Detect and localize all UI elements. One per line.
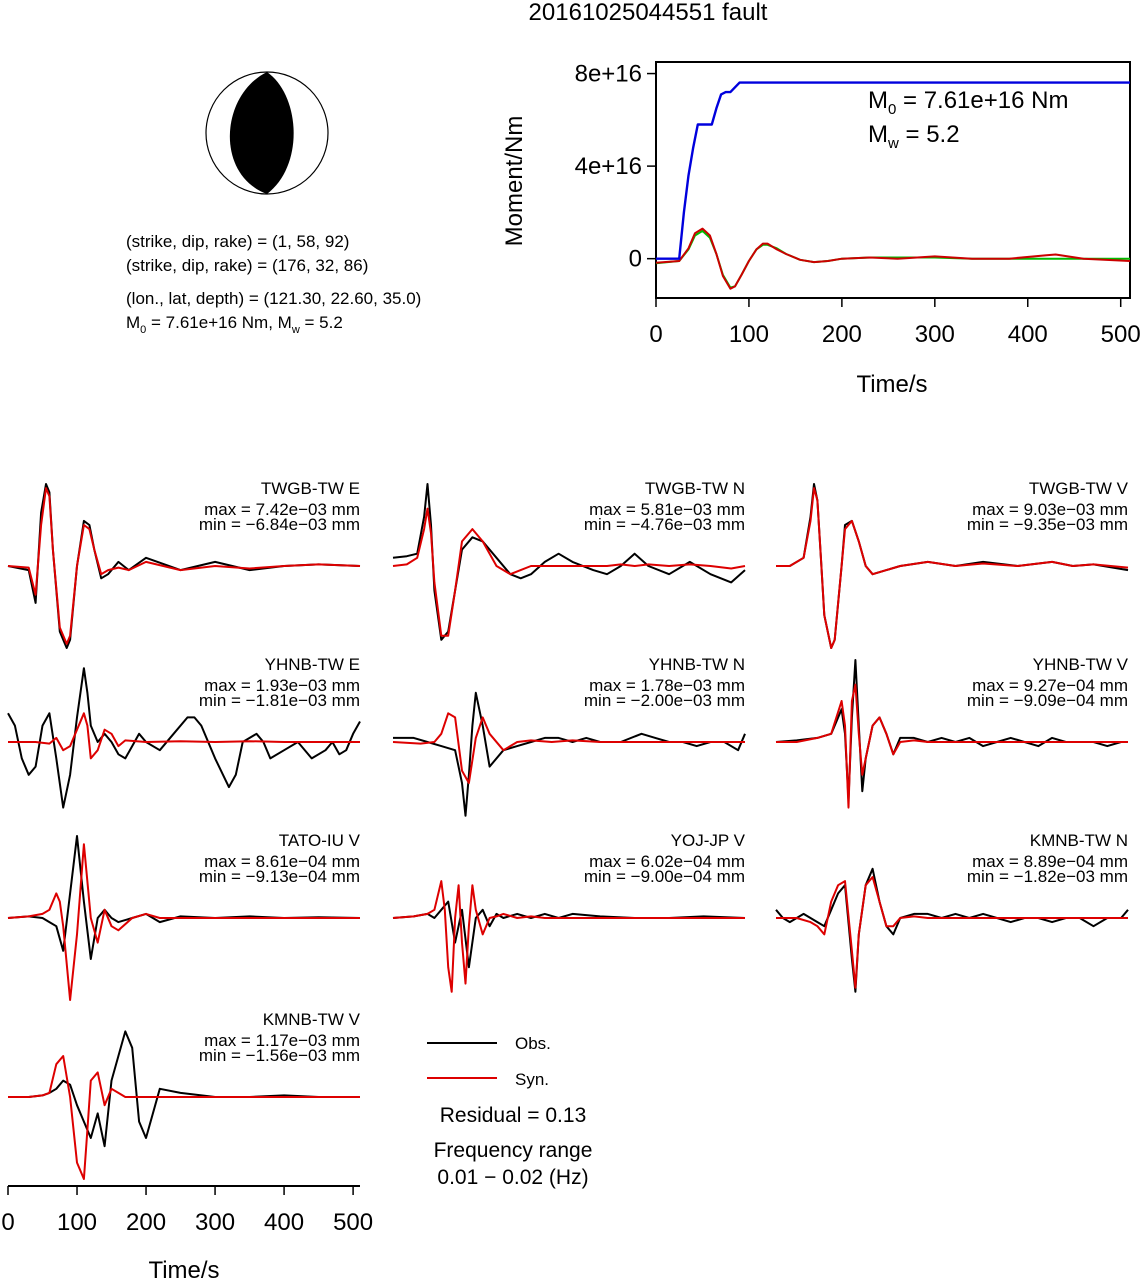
observed-trace (392, 900, 746, 969)
cumulative-moment-line (656, 81, 1130, 260)
moment-xtick-label: 100 (729, 321, 769, 348)
frequency-value: 0.01 − 0.02 (Hz) (437, 1166, 588, 1189)
synthetic-trace (7, 487, 361, 645)
station-min: min = −4.76e−03 mm (584, 515, 745, 534)
station-name: TWGB-TW E (261, 479, 360, 498)
station-max: max = 5.81e−03 mm (589, 500, 745, 519)
moment-annotation: M0 = 7.61e+16 Nm Mw = 5.2 (868, 87, 1068, 152)
synthetic-trace (776, 876, 1128, 989)
moment-ytick-label: 4e+16 (575, 153, 642, 180)
observed-trace (392, 483, 746, 641)
waveform-xlabel: Time/s (148, 1257, 219, 1281)
station-max: max = 1.17e−03 mm (204, 1031, 360, 1050)
moment-xtick-label: 0 (649, 321, 662, 348)
station-min: min = −6.84e−03 mm (199, 515, 360, 534)
observed-trace (775, 867, 1129, 993)
synthetic-trace (392, 507, 746, 637)
moment-xtick-label: 400 (1008, 321, 1048, 348)
station-name: YHNB-TW E (265, 655, 360, 674)
station-min: min = −9.35e−03 mm (967, 515, 1128, 534)
figure-title: 20161025044551 fault (529, 0, 768, 26)
synthetic-trace (392, 880, 745, 993)
m0-label: M0 = 7.61e+16 Nm (868, 87, 1068, 118)
station-min: min = −9.09e−04 mm (967, 691, 1128, 710)
waveform-xtick-label: 0 (1, 1209, 14, 1236)
station-name: YHNB-TW V (1033, 655, 1129, 674)
station-min: min = −2.00e−03 mm (584, 691, 745, 710)
moment-plot-area: 0 100 200 300 400 500 0 4e+16 8e+16 (575, 61, 1141, 348)
moment-xtick-label: 500 (1101, 321, 1141, 348)
legend: Obs. Syn. (427, 1034, 551, 1089)
observed-trace (7, 483, 361, 649)
beachball (205, 71, 329, 195)
synthetic-trace (8, 712, 360, 760)
waveform-time-axis: Time/s 0 100 200 300 400 500 (1, 1185, 373, 1281)
synthetic-trace (776, 487, 1129, 649)
moment-ytick-label: 0 (629, 246, 642, 273)
waveform-xtick-label: 400 (264, 1209, 304, 1236)
nodal-plane-2: (strike, dip, rake) = (176, 32, 86) (126, 256, 368, 275)
moment-chart: Moment/Nm Time/s 0 100 200 300 400 500 0 4e+16 8… (501, 61, 1141, 398)
fit-info: Residual = 0.13 Frequency range 0.01 − 0… (434, 1104, 593, 1189)
station-max: max = 8.61e−04 mm (204, 852, 360, 871)
synthetic-trace (776, 683, 1128, 809)
waveform-xtick-label: 100 (57, 1209, 97, 1236)
station-name: YOJ-JP V (671, 831, 746, 850)
moment-xtick-label: 200 (822, 321, 862, 348)
station-min: min = −1.82e−03 mm (967, 867, 1128, 886)
station-min: min = −1.56e−03 mm (199, 1046, 360, 1065)
station-max: max = 1.78e−03 mm (589, 676, 745, 695)
legend-syn-label: Syn. (515, 1070, 549, 1089)
station-max: max = 9.03e−03 mm (972, 500, 1128, 519)
synthetic-trace (8, 1055, 360, 1180)
station-max: max = 9.27e−04 mm (972, 676, 1128, 695)
hypocenter-text: (lon., lat, depth) = (121.30, 22.60, 35.… (126, 289, 421, 308)
moment-chart-xlabel: Time/s (856, 371, 927, 398)
station-name: TWGB-TW N (645, 479, 745, 498)
station-max: max = 6.02e−04 mm (589, 852, 745, 871)
station-name: KMNB-TW N (1030, 831, 1128, 850)
station-max: max = 1.93e−03 mm (204, 676, 360, 695)
observed-trace (393, 691, 746, 817)
station-name: TWGB-TW V (1029, 479, 1129, 498)
moment-ytick-label: 8e+16 (575, 61, 642, 88)
station-min: min = −9.13e−04 mm (199, 867, 360, 886)
moment-chart-ylabel: Moment/Nm (501, 116, 528, 247)
nodal-plane-1: (strike, dip, rake) = (1, 58, 92) (126, 232, 349, 251)
synthetic-trace (392, 712, 745, 784)
waveform-xtick-label: 500 (333, 1209, 373, 1236)
station-max: max = 8.89e−04 mm (972, 852, 1128, 871)
frequency-label: Frequency range (434, 1139, 593, 1162)
waveform-xtick-label: 300 (195, 1209, 235, 1236)
station-min: min = −1.81e−03 mm (199, 691, 360, 710)
residual-text: Residual = 0.13 (440, 1104, 587, 1127)
synthetic-trace (7, 843, 360, 1001)
station-name: YHNB-TW N (649, 655, 745, 674)
solution-text: (strike, dip, rake) = (1, 58, 92) (strik… (126, 232, 421, 336)
station-name: KMNB-TW V (263, 1010, 361, 1029)
moment-rate-line-2 (655, 227, 1131, 290)
mw-label: Mw = 5.2 (868, 121, 960, 152)
waveform-xtick-label: 200 (126, 1209, 166, 1236)
legend-obs-label: Obs. (515, 1034, 551, 1053)
station-max: max = 7.42e−03 mm (204, 500, 360, 519)
beachball-compressional-quadrant (229, 72, 294, 194)
station-min: min = −9.00e−04 mm (584, 867, 745, 886)
station-name: TATO-IU V (279, 831, 361, 850)
moment-magnitude-text: M0 = 7.61e+16 Nm, Mw = 5.2 (126, 313, 343, 336)
moment-plot-frame (655, 61, 1131, 299)
moment-xtick-label: 300 (915, 321, 955, 348)
